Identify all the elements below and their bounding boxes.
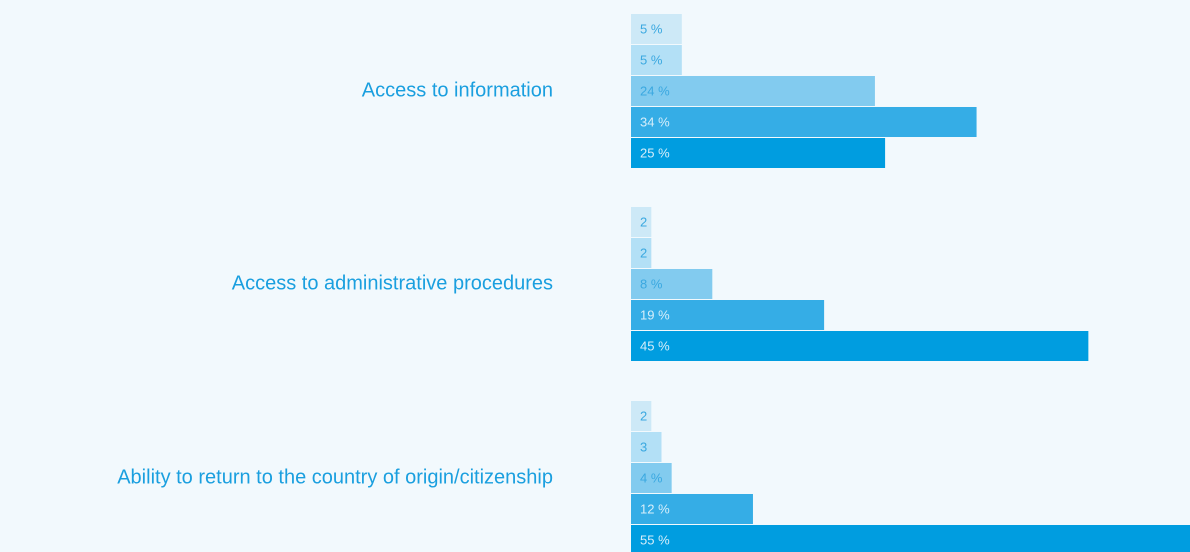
bar <box>631 300 825 330</box>
bar <box>631 45 682 75</box>
bar <box>631 238 652 268</box>
bar <box>631 401 652 431</box>
value-label: 2 <box>640 245 647 260</box>
value-label: 2 <box>640 214 647 229</box>
bar <box>631 463 672 493</box>
value-label: 8 % <box>640 276 663 291</box>
value-label: 55 % <box>640 532 670 547</box>
bar <box>631 494 753 524</box>
bar <box>631 76 875 106</box>
bar <box>631 138 886 168</box>
bar <box>631 432 662 462</box>
value-label: 5 % <box>640 21 663 36</box>
value-label: 45 % <box>640 338 670 353</box>
value-label: 4 % <box>640 470 663 485</box>
bar <box>631 207 652 237</box>
bar <box>631 331 1089 361</box>
value-label: 12 % <box>640 501 670 516</box>
value-label: 19 % <box>640 307 670 322</box>
value-label: 5 % <box>640 52 663 67</box>
value-label: 24 % <box>640 83 670 98</box>
value-label: 25 % <box>640 145 670 160</box>
bar <box>631 14 682 44</box>
category-label: Ability to return to the country of orig… <box>117 466 553 488</box>
category-label: Access to information <box>362 79 553 101</box>
value-label: 2 <box>640 408 647 423</box>
bar <box>631 525 1190 552</box>
value-label: 34 % <box>640 114 670 129</box>
bar <box>631 107 977 137</box>
category-label: Access to administrative procedures <box>232 272 553 294</box>
value-label: 3 <box>640 439 647 454</box>
bar <box>631 269 713 299</box>
